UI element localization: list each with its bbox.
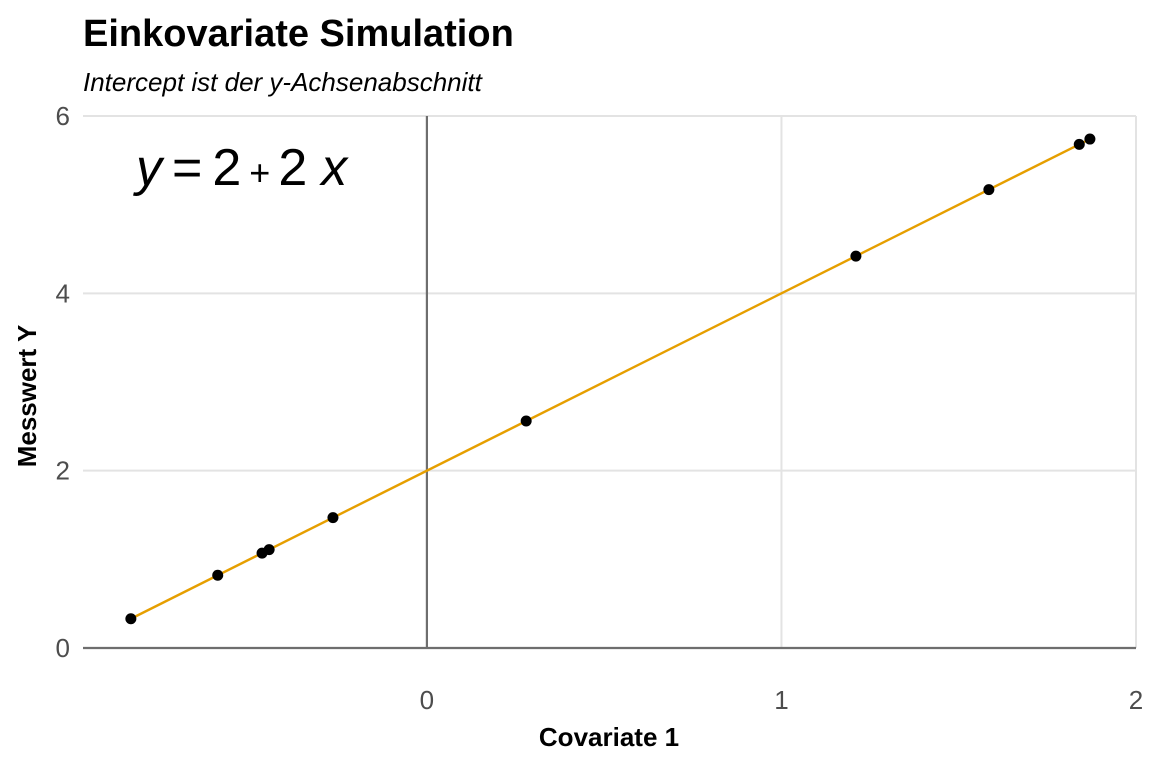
tick-labels: 0 1 2 0 2 4 6 xyxy=(56,101,1144,715)
data-point xyxy=(1084,133,1096,145)
equation-equals: = xyxy=(172,139,202,197)
x-axis-title: Covariate 1 xyxy=(539,722,679,752)
data-point xyxy=(850,250,862,262)
data-point xyxy=(520,415,532,427)
y-tick-label: 6 xyxy=(56,101,70,131)
y-tick-label: 4 xyxy=(56,278,70,308)
data-point xyxy=(125,613,137,625)
data-points xyxy=(125,133,1096,625)
regression-equation: y = 2 +2 x xyxy=(133,139,349,197)
x-tick-label: 2 xyxy=(1129,685,1143,715)
data-point xyxy=(263,544,275,556)
reference-lines xyxy=(83,116,1136,650)
chart-title: Einkovariate Simulation xyxy=(83,13,514,55)
equation-intercept: 2 xyxy=(212,139,241,197)
equation-lhs: y xyxy=(133,139,165,197)
equation-plus: + xyxy=(249,152,270,193)
fit-line-group xyxy=(130,137,1091,620)
y-axis-title: Messwert Y xyxy=(12,325,42,468)
y-tick-label: 2 xyxy=(56,456,70,486)
equation-slope: 2 xyxy=(278,139,307,197)
x-tick-label: 1 xyxy=(774,685,788,715)
data-point xyxy=(983,184,995,196)
data-point xyxy=(327,512,339,524)
equation-variable: x xyxy=(318,139,349,197)
fit-line xyxy=(130,137,1091,620)
gridlines xyxy=(83,115,1137,648)
data-point xyxy=(1073,138,1085,150)
y-tick-label: 0 xyxy=(56,633,70,663)
chart-subtitle: Intercept ist der y-Achsenabschnitt xyxy=(83,67,484,97)
x-tick-label: 0 xyxy=(420,685,434,715)
data-point xyxy=(212,569,224,581)
